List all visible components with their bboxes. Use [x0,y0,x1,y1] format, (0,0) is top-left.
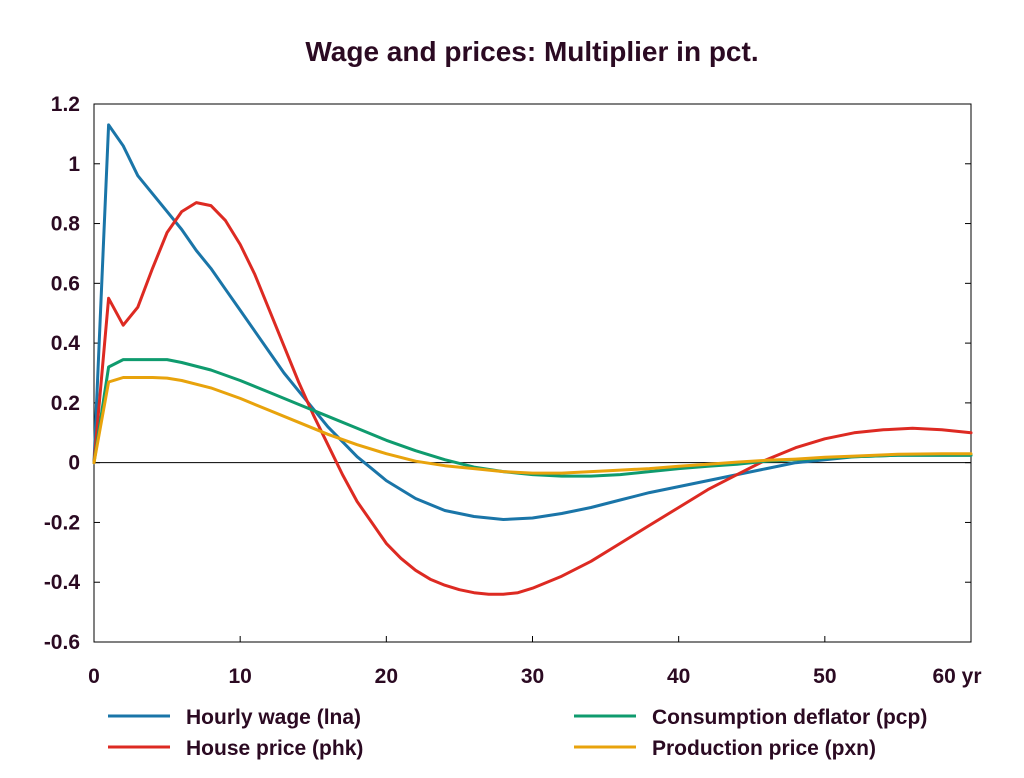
y-tick-label: 1 [68,153,80,176]
y-tick-label: 0.2 [51,392,80,415]
x-tick-label: 60 yr [932,665,981,688]
y-tick-label: 0.4 [51,332,81,355]
series-line-4 [92,376,973,475]
legend-label: Consumption deflator (pcp) [652,706,927,729]
series-line-3 [92,358,973,478]
legend-item: Production price (pxn) [574,737,876,760]
legend-item: Hourly wage (lna) [108,706,361,729]
x-tick-label: 50 [813,665,836,688]
y-tick-label: -0.4 [44,571,81,594]
y-tick-label: -0.2 [44,511,80,534]
legend-label: Production price (pxn) [652,737,876,760]
x-tick-label: 0 [88,665,100,688]
x-tick-label: 30 [521,665,544,688]
y-tick-label: 0.8 [51,213,81,236]
chart-title: Wage and prices: Multiplier in pct. [305,36,758,67]
plot-area-frame [93,103,972,643]
legend-item: House price (phk) [108,737,363,760]
y-tick-label: 0 [68,452,80,475]
y-tick-label: 0.6 [51,272,80,295]
y-tick-label: -0.6 [44,631,80,654]
x-tick-label: 10 [228,665,251,688]
y-tick-label: 1.2 [51,93,80,116]
legend-label: Hourly wage (lna) [186,706,361,729]
legend-label: House price (phk) [186,737,363,760]
x-tick-label: 40 [667,665,690,688]
series-line-2 [92,201,973,596]
legend-item: Consumption deflator (pcp) [574,706,927,729]
series-line-1 [92,123,973,521]
x-tick-label: 20 [375,665,398,688]
